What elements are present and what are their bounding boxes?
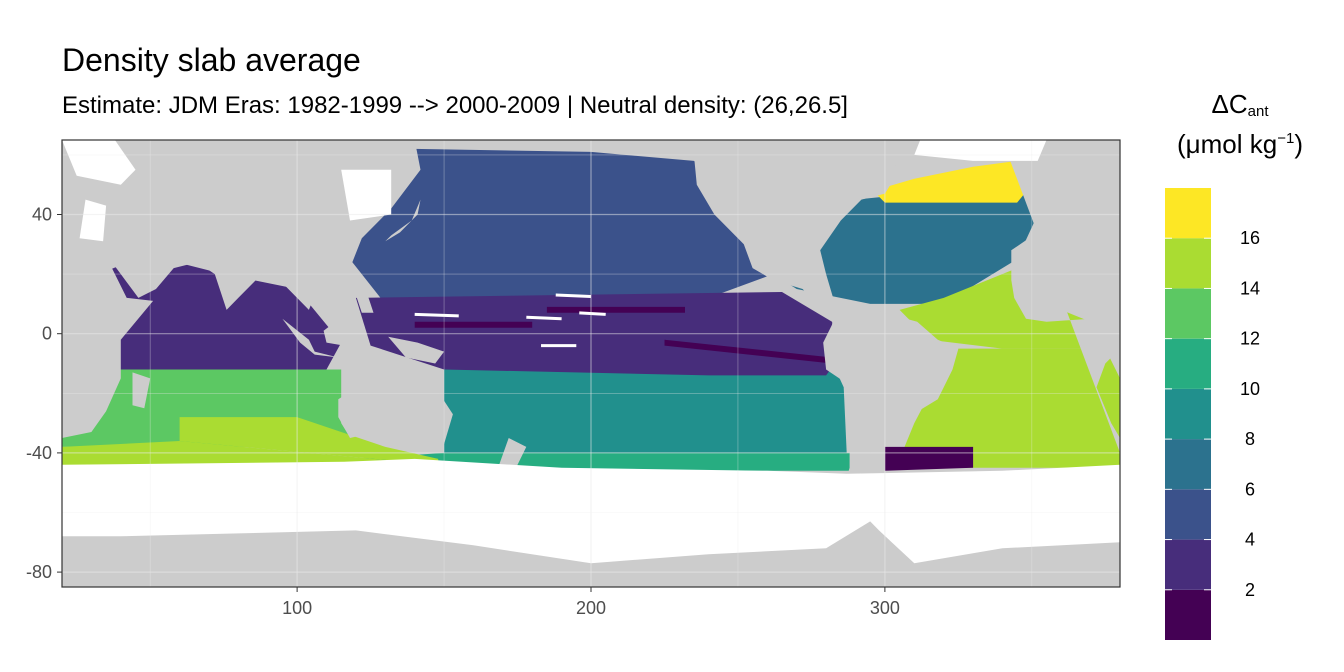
colorbar: 2 4 6 8 10 12 14 16: [1165, 188, 1260, 640]
land-australia: [338, 369, 453, 447]
ocean-region-4: [546, 306, 685, 313]
legend-unit: (μmol kg−1): [1177, 129, 1303, 160]
colorbar-bin-5: [1165, 338, 1211, 389]
no-data-gap-1: [914, 140, 1047, 161]
land-antarctica: [62, 521, 1120, 587]
ocean-region-12: [873, 160, 1032, 203]
colorbar-bin-0: [1165, 589, 1211, 640]
no-data-gap-3: [79, 199, 107, 242]
colorbar-bin-1: [1165, 539, 1211, 590]
land-sumatra-java: [282, 318, 339, 358]
colorbar-bin-8: [1165, 188, 1211, 239]
x-tick-label-0: 100: [282, 598, 312, 618]
colorbar-bin-2: [1165, 489, 1211, 540]
y-tick-label-0: 40: [32, 205, 52, 225]
ocean-region-13: [899, 268, 1106, 349]
no-data-streak-0: [414, 312, 459, 318]
colorbar-label-5: 12: [1240, 329, 1260, 349]
x-axis: 100 200 300: [282, 587, 900, 618]
land-new-zealand: [497, 438, 527, 471]
colorbar-bin-7: [1165, 238, 1211, 289]
land-new-guinea: [388, 336, 445, 364]
ocean-region-5: [664, 339, 832, 364]
colorbar-bin-3: [1165, 439, 1211, 490]
land-borneo: [323, 312, 353, 346]
land-africa: [62, 241, 154, 438]
legend-variable: ΔCant: [1211, 89, 1269, 120]
colorbar-label-3: 8: [1245, 429, 1255, 449]
grid-lines: [62, 140, 1120, 587]
land-south-america: [823, 303, 959, 498]
no-data-gap-2: [62, 140, 136, 185]
legend-title: ΔCant (μmol kg−1): [1150, 84, 1330, 165]
colorbar-label-2: 6: [1245, 479, 1255, 499]
no-data-streak-4: [555, 293, 592, 298]
colorbar-label-7: 16: [1240, 228, 1260, 248]
ocean-region-6: [414, 321, 533, 328]
ocean-region-14: [899, 348, 1120, 468]
ocean-region-0: [344, 148, 774, 304]
no-data-streak-2: [579, 311, 606, 316]
land-north-america: [561, 140, 900, 307]
y-axis: 40 0 -40 -80: [26, 205, 62, 582]
colorbar-label-0: 2: [1245, 580, 1255, 600]
colorbar-bin-6: [1165, 288, 1211, 339]
ocean-region-15: [884, 446, 974, 471]
y-tick-label-2: -40: [26, 443, 52, 463]
no-data-gap-4: [341, 169, 392, 221]
chart-subtitle: Estimate: JDM Eras: 1982-1999 --> 2000-2…: [62, 92, 848, 119]
y-tick-label-3: -80: [26, 562, 52, 582]
colorbar-bin-4: [1165, 388, 1211, 440]
x-tick-label-2: 300: [870, 598, 900, 618]
map-panel: [62, 140, 1120, 587]
land-philippines: [355, 280, 374, 313]
landmasses: [62, 140, 1120, 587]
no-data-streak-1: [526, 315, 562, 321]
land-madagascar: [132, 372, 151, 409]
colorbar-label-4: 10: [1240, 379, 1260, 399]
colorbar-label-6: 14: [1240, 278, 1260, 298]
land-eurasia: [62, 140, 421, 310]
chart-title: Density slab average: [62, 42, 361, 78]
x-tick-label-1: 200: [576, 598, 606, 618]
y-tick-label-1: 0: [42, 324, 52, 344]
colorbar-label-1: 4: [1245, 530, 1255, 550]
